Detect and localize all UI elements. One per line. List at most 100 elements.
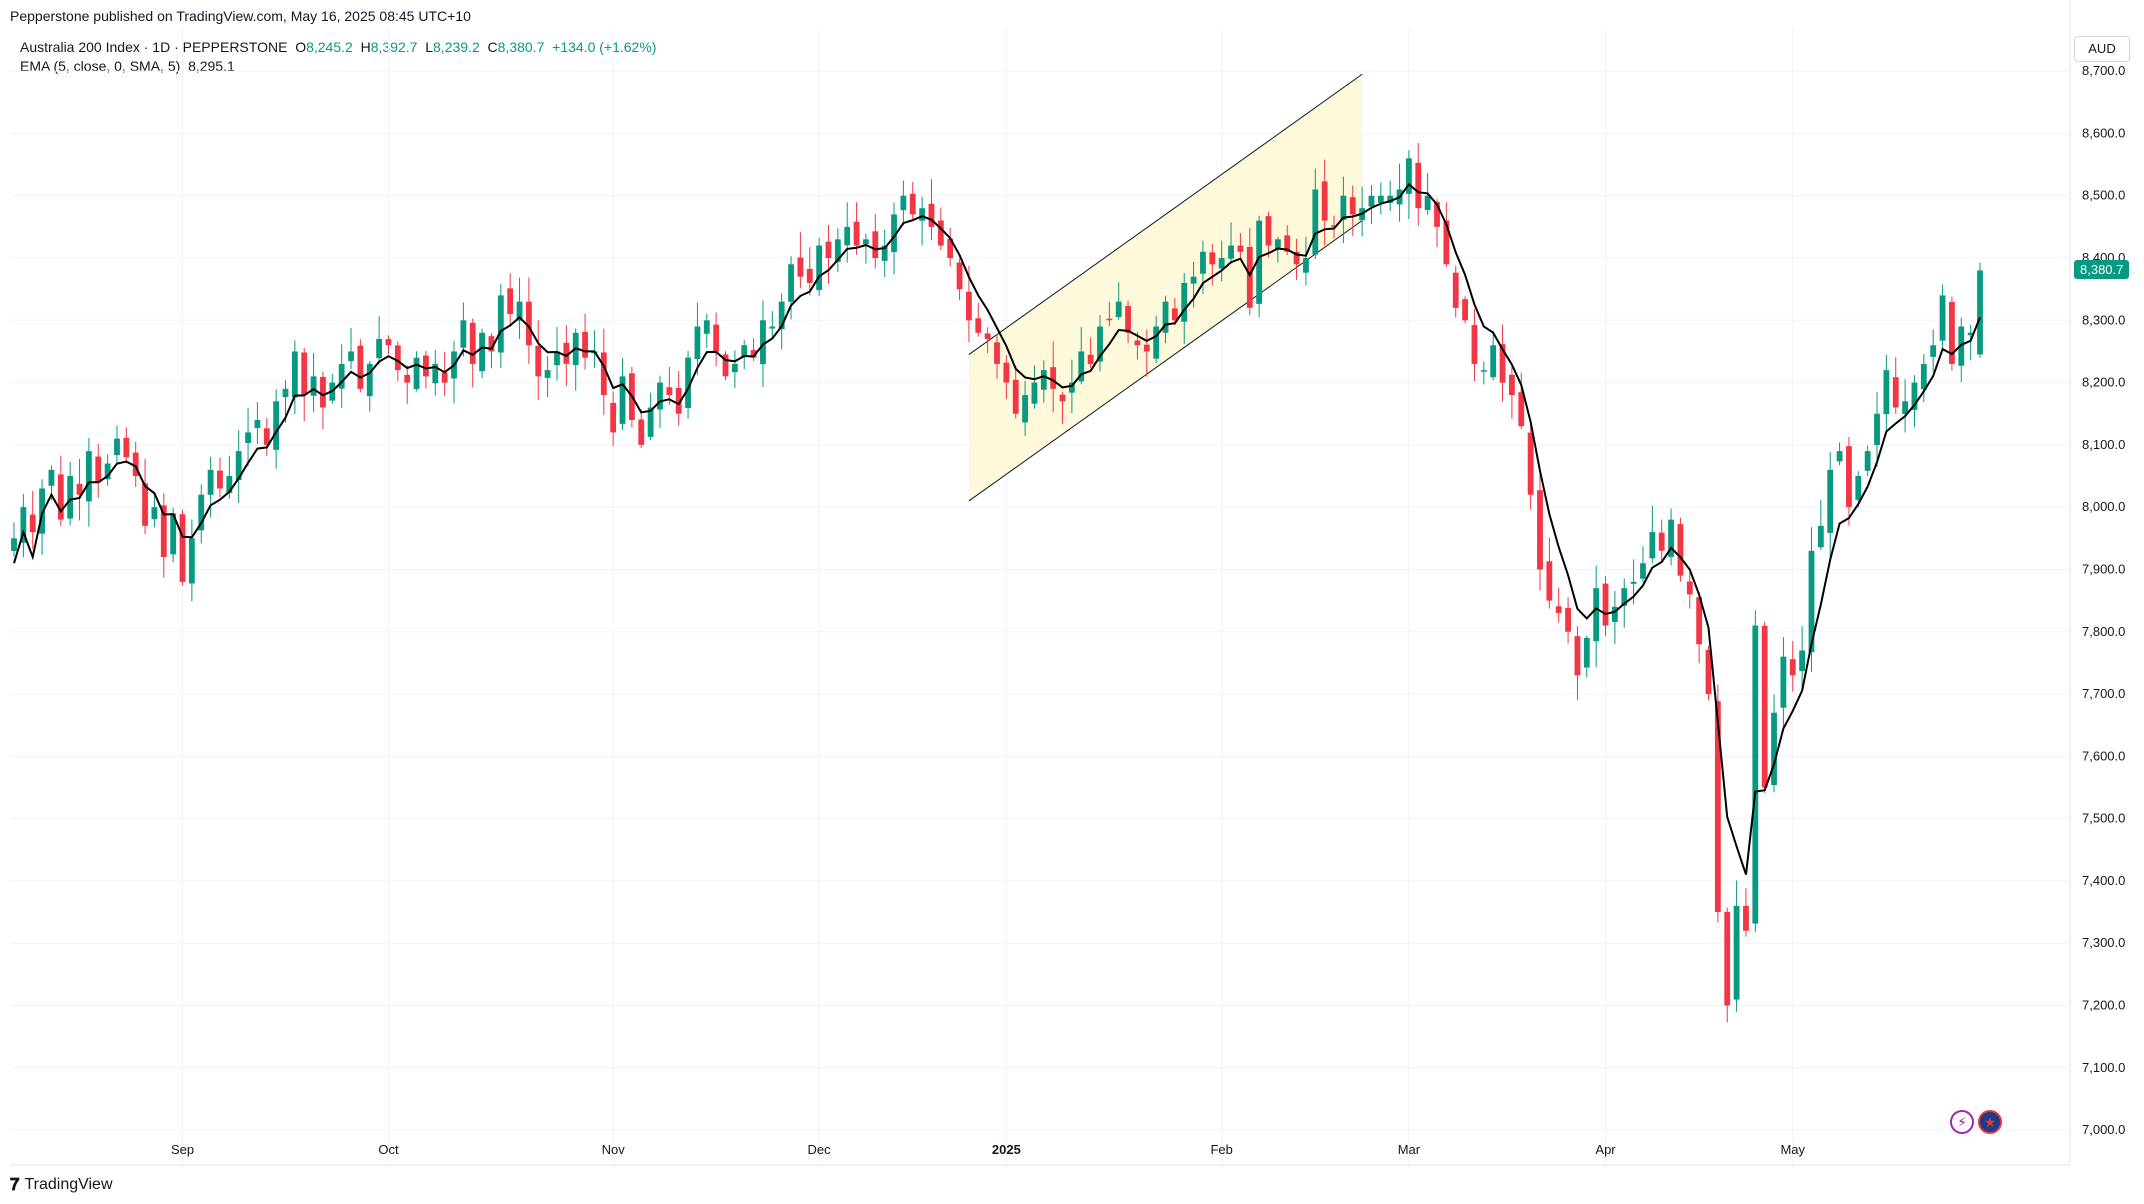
candle-body (1209, 252, 1216, 265)
candle-body (1920, 363, 1927, 390)
candle-body (217, 470, 223, 489)
candle-body (806, 268, 813, 283)
australia-flag-icon[interactable]: ★ (1978, 1110, 2002, 1134)
candle-body (675, 387, 682, 414)
candle-body (844, 226, 851, 246)
candle-body (1349, 197, 1356, 215)
candle-body (994, 342, 1000, 364)
x-tick-label: 2025 (992, 1142, 1021, 1157)
candle-body (647, 407, 654, 437)
candle-body (1836, 451, 1843, 462)
candle-body (1040, 370, 1047, 390)
candle-body (1846, 446, 1852, 508)
candle-body (320, 376, 326, 408)
candle-body (1134, 340, 1141, 346)
candle-body (928, 203, 935, 227)
candle-body (516, 301, 523, 321)
candle-body (1143, 344, 1150, 352)
legend-ohlc-row: Australia 200 Index · 1D · PEPPERSTONE O… (20, 38, 656, 57)
candle-body (1883, 370, 1890, 415)
candle-body (104, 463, 111, 480)
candle-body (188, 538, 195, 584)
ema-line (13, 182, 1981, 875)
candle-body (1321, 181, 1328, 221)
y-tick-label: 8,100.0 (2082, 437, 2125, 452)
candle-body (1771, 712, 1777, 786)
candle-body (1312, 189, 1319, 255)
candle-body (245, 432, 251, 443)
candle-body (460, 320, 467, 348)
x-tick-label: Feb (1210, 1142, 1232, 1157)
candle-body (600, 352, 607, 396)
candle-body (1274, 239, 1281, 250)
candle-body (1874, 413, 1880, 446)
candle-body (554, 351, 560, 366)
candle-body (1434, 202, 1440, 227)
lightning-icon[interactable]: ⚡ (1950, 1110, 1974, 1134)
candle-body (1714, 701, 1721, 913)
candle-body (1462, 299, 1468, 321)
candle-body (479, 332, 485, 372)
candle-body (1892, 377, 1899, 408)
candle-body (1827, 469, 1834, 533)
candle-body (1022, 395, 1028, 423)
y-tick-label: 7,300.0 (2082, 935, 2125, 950)
candle-body (1406, 158, 1412, 194)
legend-ema-value: 8,295.1 (188, 58, 235, 74)
candle-body (1480, 370, 1487, 372)
tradingview-logo-text: TradingView (24, 1176, 113, 1193)
y-tick-label: 7,700.0 (2082, 686, 2125, 701)
candle-body (282, 388, 289, 398)
candle-body (1256, 220, 1263, 304)
last-price-label: 8,380.7 (2074, 260, 2130, 280)
currency-button[interactable]: AUD (2074, 36, 2130, 62)
candle-body (226, 476, 233, 494)
candle-body (891, 214, 897, 253)
y-tick-label: 8,600.0 (2082, 125, 2125, 140)
candle-body (1415, 162, 1422, 209)
candle-body (235, 451, 242, 481)
candle-body (254, 419, 261, 429)
candle-body (29, 514, 36, 533)
legend-high-label: H (360, 39, 371, 55)
candle-body (1527, 432, 1534, 495)
channel-fill (968, 74, 1363, 501)
tradingview-logo[interactable]: 𝟕 TradingView (10, 1175, 113, 1195)
candle-body (1171, 308, 1178, 321)
candle-body (872, 231, 879, 259)
candle-body (666, 387, 673, 396)
candle-body (1789, 659, 1796, 676)
candle-body (1733, 905, 1740, 1000)
candle-body (825, 241, 832, 259)
candle-body (816, 245, 823, 291)
candle-body (881, 245, 888, 261)
candle-body (394, 345, 401, 371)
candle-body (966, 291, 972, 321)
candle-body (385, 339, 392, 346)
candle-body (1331, 225, 1337, 227)
legend-ema-row: EMA (5, close, 0, SMA, 5) 8,295.1 (20, 57, 656, 76)
candle-body (1611, 606, 1618, 622)
legend-ema-label[interactable]: EMA (5, close, 0, SMA, 5) (20, 58, 181, 74)
candle-body (1658, 532, 1665, 551)
candle-body (657, 382, 663, 410)
candle-body (1115, 301, 1122, 318)
candle-body (1181, 282, 1188, 322)
candle-body (1939, 295, 1946, 341)
candle-body (1930, 345, 1937, 357)
candle-body (1574, 636, 1581, 676)
candle-body (404, 374, 411, 383)
candle-body (413, 357, 420, 389)
candle-body (909, 193, 916, 215)
legend-symbol[interactable]: Australia 200 Index · 1D · PEPPERSTONE (20, 39, 288, 55)
candle-body (1546, 561, 1553, 601)
candle-body (685, 357, 691, 408)
candle-body (563, 342, 570, 364)
candle-body (1059, 394, 1066, 402)
candle-body (1518, 392, 1525, 427)
candle-body (376, 338, 383, 359)
y-tick-label: 8,700.0 (2082, 63, 2125, 78)
candle-body (114, 438, 120, 456)
candle-body (1218, 258, 1225, 269)
